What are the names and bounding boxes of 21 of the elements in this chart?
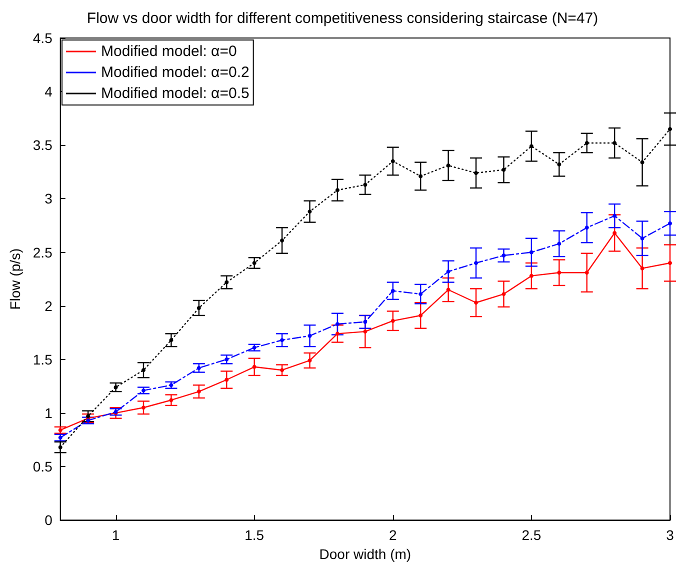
y-tick-label: 1 — [44, 404, 53, 421]
legend-label: Modified model: α=0 — [101, 43, 237, 60]
y-tick-label: 0.5 — [32, 458, 53, 475]
x-axis-title: Door width (m) — [319, 546, 412, 562]
chart-title: Flow vs door width for different competitiveness considering staircase (N=47) — [86, 10, 598, 27]
x-tick-label: 2 — [388, 527, 397, 544]
x-tick-label: 1 — [112, 527, 120, 544]
y-tick-label: 3.5 — [32, 137, 53, 154]
y-tick-label: 3 — [44, 190, 53, 207]
y-axis-title: Flow (p/s) — [7, 248, 23, 310]
x-tick-label: 2.5 — [522, 527, 542, 544]
y-tick-label: 2 — [44, 298, 53, 314]
y-tick-label: 1.5 — [32, 351, 53, 368]
y-tick-label: 0 — [44, 512, 53, 528]
x-tick-label: 3 — [666, 527, 674, 544]
legend-label: Modified model: α=0.2 — [101, 64, 250, 81]
y-tick-label: 4 — [44, 84, 53, 100]
x-tick-label: 1.5 — [244, 527, 264, 544]
legend-label: Modified model: α=0.5 — [101, 85, 250, 102]
y-tick-label: 4.5 — [32, 30, 53, 46]
y-tick-label: 2.5 — [32, 244, 53, 260]
